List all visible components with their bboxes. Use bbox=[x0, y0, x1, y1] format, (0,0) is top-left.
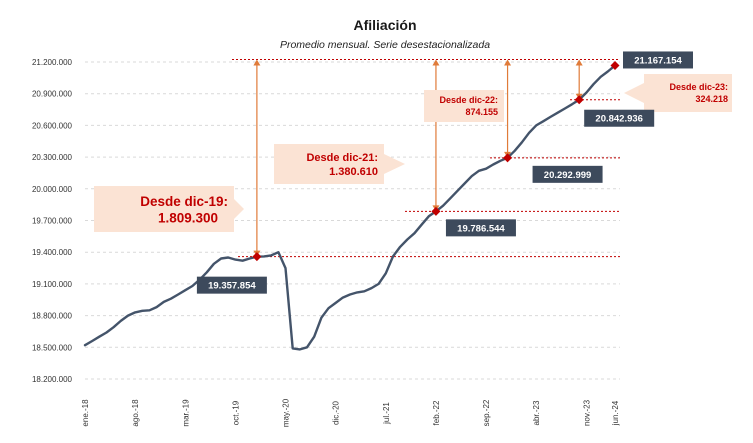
y-tick-label: 20.300.000 bbox=[32, 153, 73, 162]
x-tick-label: may.-20 bbox=[282, 398, 291, 427]
value-label-text: 19.786.544 bbox=[457, 223, 505, 234]
y-axis: 18.200.000 18.500.000 18.800.000 19.100.000… bbox=[32, 58, 73, 384]
data-marker bbox=[252, 252, 262, 262]
x-tick-label: dic.-20 bbox=[332, 400, 341, 425]
data-marker bbox=[610, 60, 620, 70]
value-label-box bbox=[445, 219, 516, 237]
data-marker bbox=[503, 153, 513, 163]
annotation-callout: Desde dic-19: 1.809.300 bbox=[94, 186, 244, 232]
callout-line2: 1.809.300 bbox=[158, 211, 218, 226]
value-label-text: 21.167.154 bbox=[634, 55, 682, 66]
y-tick-label: 20.900.000 bbox=[32, 90, 73, 99]
x-tick-label: jun.-24 bbox=[611, 400, 620, 426]
x-axis: ene.-18 ago.-18 mar.-19 oct.-19 may.-20 dic.-… bbox=[81, 398, 620, 427]
value-label: 20.292.999 bbox=[532, 165, 603, 183]
x-tick-label: ene.-18 bbox=[81, 399, 90, 427]
chart-title: Afiliación bbox=[353, 17, 416, 33]
arrowhead-up bbox=[575, 59, 583, 66]
arrowhead-up bbox=[432, 59, 440, 66]
value-label-text: 19.357.854 bbox=[208, 281, 256, 292]
value-labels: 19.357.854 19.786.544 20.292.999 20.842.936… bbox=[196, 51, 693, 294]
callout-box bbox=[424, 90, 504, 122]
data-marker bbox=[431, 206, 441, 216]
series-layer bbox=[83, 64, 617, 351]
y-tick-label: 20.600.000 bbox=[32, 121, 73, 130]
callout-line1: Desde dic-22: bbox=[439, 95, 498, 105]
annotation-callout: Desde dic-23: 324.218 bbox=[624, 74, 732, 112]
markers bbox=[252, 60, 620, 262]
x-tick-label: jul.-21 bbox=[382, 402, 391, 425]
x-tick-label: mar.-19 bbox=[181, 399, 190, 427]
y-tick-label: 19.400.000 bbox=[32, 248, 73, 257]
y-tick-label: 18.200.000 bbox=[32, 375, 73, 384]
value-label-box bbox=[196, 276, 267, 294]
value-label-box bbox=[584, 109, 655, 127]
value-label-text: 20.292.999 bbox=[544, 170, 592, 181]
callout-box bbox=[94, 186, 244, 232]
annotation-callout: Desde dic-22: 874.155 bbox=[424, 90, 504, 122]
grid bbox=[85, 61, 620, 380]
annotation-callout: Desde dic-21: 1.380.610 bbox=[274, 144, 405, 184]
x-tick-label: ago.-18 bbox=[131, 399, 140, 427]
annotations: Desde dic-19: 1.809.300 Desde dic-21: 1.380… bbox=[94, 74, 732, 232]
callout-line1: Desde dic-23: bbox=[669, 82, 728, 92]
x-tick-label: abr.-23 bbox=[532, 400, 541, 425]
y-tick-label: 19.700.000 bbox=[32, 217, 73, 226]
value-label-box bbox=[623, 51, 693, 69]
callout-line2: 874.155 bbox=[465, 107, 498, 117]
callout-line1: Desde dic-21: bbox=[306, 152, 378, 164]
y-tick-label: 18.500.000 bbox=[32, 343, 73, 352]
x-tick-label: feb.-22 bbox=[432, 400, 441, 425]
value-label: 19.357.854 bbox=[196, 276, 267, 294]
reference-lines bbox=[232, 58, 620, 258]
y-tick-label: 19.100.000 bbox=[32, 280, 73, 289]
arrowhead-up bbox=[504, 59, 512, 66]
value-label: 20.842.936 bbox=[584, 109, 655, 127]
callout-box bbox=[274, 144, 405, 184]
callout-line2: 324.218 bbox=[695, 94, 728, 104]
chart-subtitle: Promedio mensual. Serie desestacionaliza… bbox=[280, 39, 490, 51]
callout-line1: Desde dic-19: bbox=[140, 194, 228, 209]
data-marker bbox=[574, 95, 584, 105]
value-label: 19.786.544 bbox=[445, 219, 516, 237]
value-label: 21.167.154 bbox=[623, 51, 693, 69]
value-label-text: 20.842.936 bbox=[595, 114, 643, 125]
callout-line2: 1.380.610 bbox=[329, 166, 378, 178]
callout-box bbox=[624, 74, 732, 112]
series-line bbox=[83, 64, 617, 351]
y-tick-label: 21.200.000 bbox=[32, 58, 73, 67]
y-tick-label: 18.800.000 bbox=[32, 312, 73, 321]
arrowhead-up bbox=[253, 59, 261, 66]
value-label-box bbox=[532, 165, 603, 183]
x-tick-label: sep.-22 bbox=[482, 399, 491, 426]
y-tick-label: 20.000.000 bbox=[32, 185, 73, 194]
x-tick-label: nov.-23 bbox=[582, 399, 591, 426]
x-tick-label: oct.-19 bbox=[231, 400, 240, 425]
